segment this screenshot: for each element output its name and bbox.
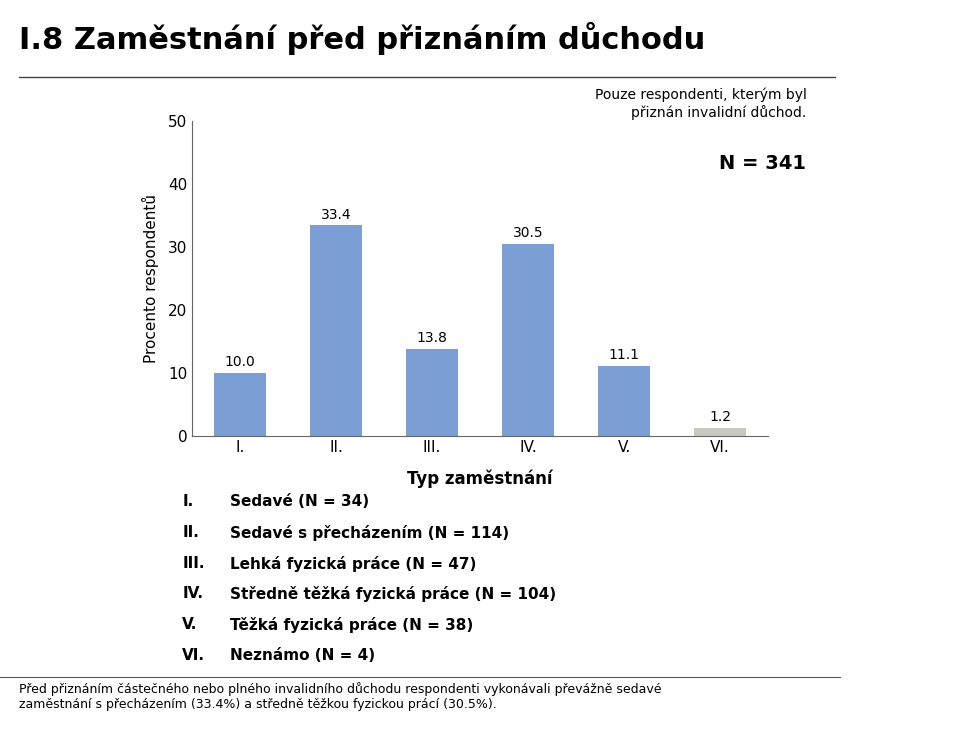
Text: 10.0: 10.0 bbox=[225, 355, 255, 369]
Text: II.: II. bbox=[182, 525, 200, 539]
Bar bbox=[693, 428, 746, 436]
Bar bbox=[406, 348, 459, 436]
Bar bbox=[597, 366, 651, 436]
Text: 33.4: 33.4 bbox=[321, 207, 351, 222]
Text: Sedavé s přecházením (N = 114): Sedavé s přecházením (N = 114) bbox=[230, 525, 510, 541]
Text: 1.2: 1.2 bbox=[709, 410, 731, 425]
Bar bbox=[309, 225, 363, 436]
Text: I.: I. bbox=[182, 494, 194, 509]
Text: Sedavé (N = 34): Sedavé (N = 34) bbox=[230, 494, 370, 509]
Text: Typ zaměstnání: Typ zaměstnání bbox=[407, 470, 553, 488]
Text: Lehká fyzická práce (N = 47): Lehká fyzická práce (N = 47) bbox=[230, 556, 477, 572]
Bar bbox=[213, 373, 266, 436]
Text: Před přiznáním částečného nebo plného invalidního důchodu respondenti vykonávali: Před přiznáním částečného nebo plného in… bbox=[19, 682, 661, 712]
Text: Neznámo (N = 4): Neznámo (N = 4) bbox=[230, 648, 375, 662]
Text: I.8 Zaměstnání před přiznáním důchodu: I.8 Zaměstnání před přiznáním důchodu bbox=[19, 22, 706, 55]
Text: 13.8: 13.8 bbox=[417, 331, 447, 345]
Text: V.: V. bbox=[182, 617, 198, 632]
Text: Těžká fyzická práce (N = 38): Těžká fyzická práce (N = 38) bbox=[230, 617, 473, 633]
Y-axis label: Procento respondentů: Procento respondentů bbox=[142, 194, 159, 362]
Text: Středně těžká fyzická práce (N = 104): Středně těžká fyzická práce (N = 104) bbox=[230, 586, 557, 602]
Bar bbox=[501, 244, 555, 436]
Text: 30.5: 30.5 bbox=[513, 225, 543, 240]
Text: IV.: IV. bbox=[182, 586, 204, 601]
Text: 11.1: 11.1 bbox=[609, 348, 639, 362]
Text: VI.: VI. bbox=[182, 648, 205, 662]
Text: III.: III. bbox=[182, 556, 204, 570]
Text: N = 341: N = 341 bbox=[719, 154, 806, 173]
Text: Pouze respondenti, kterým byl
přiznán invalidní důchod.: Pouze respondenti, kterým byl přiznán in… bbox=[594, 88, 806, 120]
